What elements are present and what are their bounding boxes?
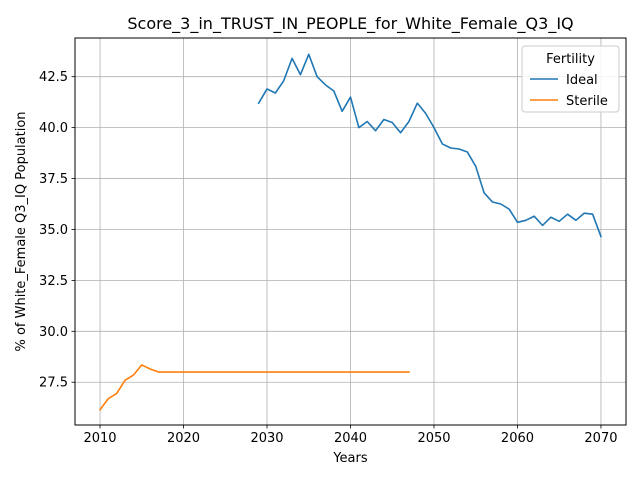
chart-title: Score_3_in_TRUST_IN_PEOPLE_for_White_Fem… [127,14,573,34]
series-line-ideal [257,53,602,238]
series-line-sterile [98,364,410,411]
x-axis-label: Years [332,451,368,466]
y-tick-label: 40.0 [39,121,68,136]
y-tick-label: 30.0 [39,325,68,340]
x-tick-label: 2040 [334,431,367,446]
x-tick-label: 2030 [250,431,283,446]
legend: Fertility Ideal Sterile [521,45,620,113]
axis-ticks: 2010 2020 2030 2040 2050 2060 2070 27.5 30.0 32.5… [39,70,617,446]
x-tick-label: 2070 [584,431,617,446]
x-tick-label: 2050 [417,431,450,446]
y-tick-label: 32.5 [39,274,68,289]
y-axis-label: % of White_Female Q3_IQ Population [14,111,29,351]
legend-box [521,45,620,113]
y-tick-label: 42.5 [39,70,68,85]
grid [75,38,626,425]
x-tick-label: 2060 [501,431,534,446]
y-tick-label: 37.5 [39,172,68,187]
x-tick-label: 2010 [83,431,116,446]
y-tick-label: 27.5 [39,376,68,391]
legend-title: Fertility [546,52,595,67]
y-tick-label: 35.0 [39,223,68,238]
legend-label-ideal: Ideal [566,73,598,88]
series-layer [98,53,602,411]
x-tick-label: 2020 [167,431,200,446]
legend-label-sterile: Sterile [566,94,608,109]
